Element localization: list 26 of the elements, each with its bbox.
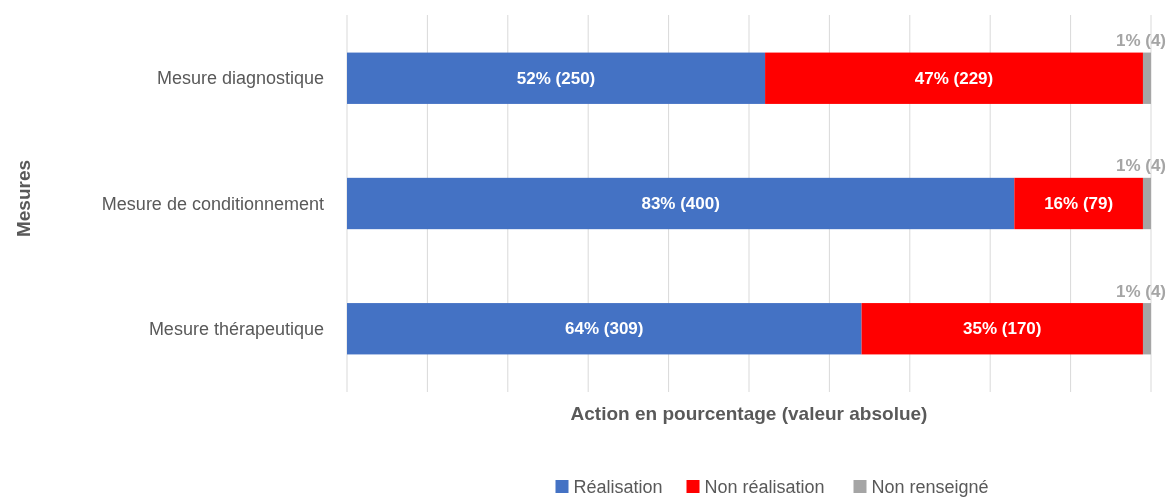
data-label: 1% (4)	[1115, 156, 1167, 176]
bar	[1142, 177, 1151, 230]
data-label: 1% (4)	[1115, 31, 1167, 51]
bar	[347, 52, 766, 104]
data-label: 35% (170)	[963, 319, 1042, 339]
x-axis-title: Action en pourcentage (valeur absolue)	[570, 403, 928, 424]
y-tick-label: Mesure diagnostique	[156, 68, 324, 89]
bar	[1142, 303, 1151, 355]
y-tick-label: Mesure de conditionnement	[101, 193, 324, 214]
data-label: 83% (400)	[641, 194, 720, 213]
bar	[1014, 177, 1143, 230]
y-tick-label: Mesure thérapeutique	[148, 318, 324, 339]
legend-label: Réalisation	[573, 477, 663, 497]
data-label: 47% (229)	[914, 68, 994, 88]
bar	[765, 52, 1143, 104]
data-label: 64% (309)	[565, 319, 644, 339]
data-label: 52% (250)	[516, 68, 596, 88]
data-label: 16% (79)	[1044, 194, 1114, 213]
legend-label: Non renseigné	[871, 477, 989, 497]
legend-label: Non réalisation	[704, 477, 825, 497]
y-axis-title: Mesures	[13, 159, 34, 238]
data-label: 1% (4)	[1115, 281, 1167, 301]
bar	[347, 303, 862, 355]
bar	[347, 177, 1015, 230]
bar	[1142, 52, 1151, 104]
bar	[861, 303, 1143, 355]
